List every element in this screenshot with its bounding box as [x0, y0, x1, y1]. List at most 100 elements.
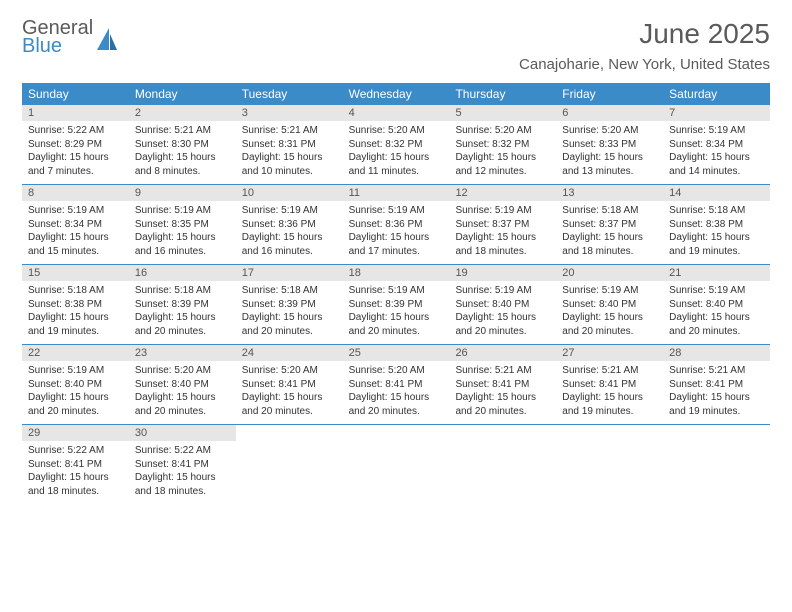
sunset-line: Sunset: 8:36 PM [349, 218, 444, 232]
weekday-header: Tuesday [236, 83, 343, 105]
calendar-day: 13Sunrise: 5:18 AMSunset: 8:37 PMDayligh… [556, 185, 663, 264]
month-title: June 2025 [519, 18, 770, 50]
sunset-line: Sunset: 8:32 PM [349, 138, 444, 152]
daylight-line: Daylight: 15 hours and 20 minutes. [135, 311, 230, 338]
calendar-day: 16Sunrise: 5:18 AMSunset: 8:39 PMDayligh… [129, 265, 236, 344]
calendar-day: 19Sunrise: 5:19 AMSunset: 8:40 PMDayligh… [449, 265, 556, 344]
sunset-line: Sunset: 8:41 PM [135, 458, 230, 472]
day-details: Sunrise: 5:19 AMSunset: 8:40 PMDaylight:… [22, 361, 129, 418]
weekday-header: Thursday [449, 83, 556, 105]
sunset-line: Sunset: 8:34 PM [669, 138, 764, 152]
daylight-line: Daylight: 15 hours and 18 minutes. [135, 471, 230, 498]
calendar-week: 8Sunrise: 5:19 AMSunset: 8:34 PMDaylight… [22, 185, 770, 265]
calendar-day: 24Sunrise: 5:20 AMSunset: 8:41 PMDayligh… [236, 345, 343, 424]
day-number: 17 [236, 265, 343, 281]
day-number: 3 [236, 105, 343, 121]
sunrise-line: Sunrise: 5:18 AM [28, 284, 123, 298]
daylight-line: Daylight: 15 hours and 19 minutes. [669, 231, 764, 258]
daylight-line: Daylight: 15 hours and 20 minutes. [562, 311, 657, 338]
daylight-line: Daylight: 15 hours and 20 minutes. [455, 311, 550, 338]
sunset-line: Sunset: 8:39 PM [242, 298, 337, 312]
title-block: June 2025 Canajoharie, New York, United … [519, 18, 770, 73]
sunset-line: Sunset: 8:41 PM [242, 378, 337, 392]
day-details: Sunrise: 5:18 AMSunset: 8:38 PMDaylight:… [22, 281, 129, 338]
day-details: Sunrise: 5:21 AMSunset: 8:41 PMDaylight:… [449, 361, 556, 418]
calendar-day: 10Sunrise: 5:19 AMSunset: 8:36 PMDayligh… [236, 185, 343, 264]
day-details: Sunrise: 5:20 AMSunset: 8:33 PMDaylight:… [556, 121, 663, 178]
sunrise-line: Sunrise: 5:20 AM [349, 364, 444, 378]
calendar-day: 27Sunrise: 5:21 AMSunset: 8:41 PMDayligh… [556, 345, 663, 424]
day-details: Sunrise: 5:20 AMSunset: 8:40 PMDaylight:… [129, 361, 236, 418]
sunset-line: Sunset: 8:37 PM [455, 218, 550, 232]
day-details: Sunrise: 5:19 AMSunset: 8:34 PMDaylight:… [663, 121, 770, 178]
weekday-header-row: SundayMondayTuesdayWednesdayThursdayFrid… [22, 83, 770, 105]
calendar-day-empty [236, 425, 343, 504]
calendar-day: 28Sunrise: 5:21 AMSunset: 8:41 PMDayligh… [663, 345, 770, 424]
day-details: Sunrise: 5:20 AMSunset: 8:41 PMDaylight:… [236, 361, 343, 418]
sunrise-line: Sunrise: 5:19 AM [242, 204, 337, 218]
sunset-line: Sunset: 8:30 PM [135, 138, 230, 152]
calendar-body: 1Sunrise: 5:22 AMSunset: 8:29 PMDaylight… [22, 105, 770, 504]
logo: General Blue [22, 18, 117, 56]
day-number: 28 [663, 345, 770, 361]
daylight-line: Daylight: 15 hours and 19 minutes. [562, 391, 657, 418]
sunset-line: Sunset: 8:37 PM [562, 218, 657, 232]
daylight-line: Daylight: 15 hours and 20 minutes. [135, 391, 230, 418]
sunset-line: Sunset: 8:40 PM [135, 378, 230, 392]
day-number: 12 [449, 185, 556, 201]
calendar-day: 6Sunrise: 5:20 AMSunset: 8:33 PMDaylight… [556, 105, 663, 184]
calendar-day: 26Sunrise: 5:21 AMSunset: 8:41 PMDayligh… [449, 345, 556, 424]
daylight-line: Daylight: 15 hours and 17 minutes. [349, 231, 444, 258]
sunrise-line: Sunrise: 5:22 AM [28, 124, 123, 138]
location: Canajoharie, New York, United States [519, 56, 770, 73]
sunrise-line: Sunrise: 5:20 AM [562, 124, 657, 138]
sunset-line: Sunset: 8:32 PM [455, 138, 550, 152]
sunrise-line: Sunrise: 5:18 AM [562, 204, 657, 218]
daylight-line: Daylight: 15 hours and 13 minutes. [562, 151, 657, 178]
daylight-line: Daylight: 15 hours and 15 minutes. [28, 231, 123, 258]
sunrise-line: Sunrise: 5:21 AM [135, 124, 230, 138]
daylight-line: Daylight: 15 hours and 16 minutes. [242, 231, 337, 258]
calendar-day-empty [343, 425, 450, 504]
day-details: Sunrise: 5:21 AMSunset: 8:41 PMDaylight:… [663, 361, 770, 418]
sunset-line: Sunset: 8:41 PM [562, 378, 657, 392]
sunset-line: Sunset: 8:41 PM [455, 378, 550, 392]
sunrise-line: Sunrise: 5:20 AM [242, 364, 337, 378]
day-number: 24 [236, 345, 343, 361]
day-details: Sunrise: 5:19 AMSunset: 8:36 PMDaylight:… [236, 201, 343, 258]
daylight-line: Daylight: 15 hours and 10 minutes. [242, 151, 337, 178]
day-number: 15 [22, 265, 129, 281]
day-details: Sunrise: 5:18 AMSunset: 8:39 PMDaylight:… [129, 281, 236, 338]
calendar-day: 18Sunrise: 5:19 AMSunset: 8:39 PMDayligh… [343, 265, 450, 344]
day-number: 19 [449, 265, 556, 281]
daylight-line: Daylight: 15 hours and 12 minutes. [455, 151, 550, 178]
sunset-line: Sunset: 8:31 PM [242, 138, 337, 152]
sunrise-line: Sunrise: 5:19 AM [28, 364, 123, 378]
daylight-line: Daylight: 15 hours and 18 minutes. [455, 231, 550, 258]
calendar-week: 1Sunrise: 5:22 AMSunset: 8:29 PMDaylight… [22, 105, 770, 185]
calendar-day: 8Sunrise: 5:19 AMSunset: 8:34 PMDaylight… [22, 185, 129, 264]
day-number: 9 [129, 185, 236, 201]
sunset-line: Sunset: 8:29 PM [28, 138, 123, 152]
daylight-line: Daylight: 15 hours and 20 minutes. [349, 391, 444, 418]
day-details: Sunrise: 5:22 AMSunset: 8:29 PMDaylight:… [22, 121, 129, 178]
day-details: Sunrise: 5:18 AMSunset: 8:38 PMDaylight:… [663, 201, 770, 258]
calendar-week: 29Sunrise: 5:22 AMSunset: 8:41 PMDayligh… [22, 425, 770, 504]
sunset-line: Sunset: 8:35 PM [135, 218, 230, 232]
daylight-line: Daylight: 15 hours and 20 minutes. [455, 391, 550, 418]
sunset-line: Sunset: 8:40 PM [455, 298, 550, 312]
day-number: 22 [22, 345, 129, 361]
sunset-line: Sunset: 8:40 PM [669, 298, 764, 312]
calendar-day: 25Sunrise: 5:20 AMSunset: 8:41 PMDayligh… [343, 345, 450, 424]
daylight-line: Daylight: 15 hours and 7 minutes. [28, 151, 123, 178]
sunset-line: Sunset: 8:39 PM [135, 298, 230, 312]
sunrise-line: Sunrise: 5:18 AM [135, 284, 230, 298]
weekday-header: Saturday [663, 83, 770, 105]
day-details: Sunrise: 5:18 AMSunset: 8:37 PMDaylight:… [556, 201, 663, 258]
day-number: 29 [22, 425, 129, 441]
calendar-day: 7Sunrise: 5:19 AMSunset: 8:34 PMDaylight… [663, 105, 770, 184]
day-details: Sunrise: 5:22 AMSunset: 8:41 PMDaylight:… [22, 441, 129, 498]
sunrise-line: Sunrise: 5:19 AM [669, 124, 764, 138]
calendar-day: 1Sunrise: 5:22 AMSunset: 8:29 PMDaylight… [22, 105, 129, 184]
day-number: 14 [663, 185, 770, 201]
